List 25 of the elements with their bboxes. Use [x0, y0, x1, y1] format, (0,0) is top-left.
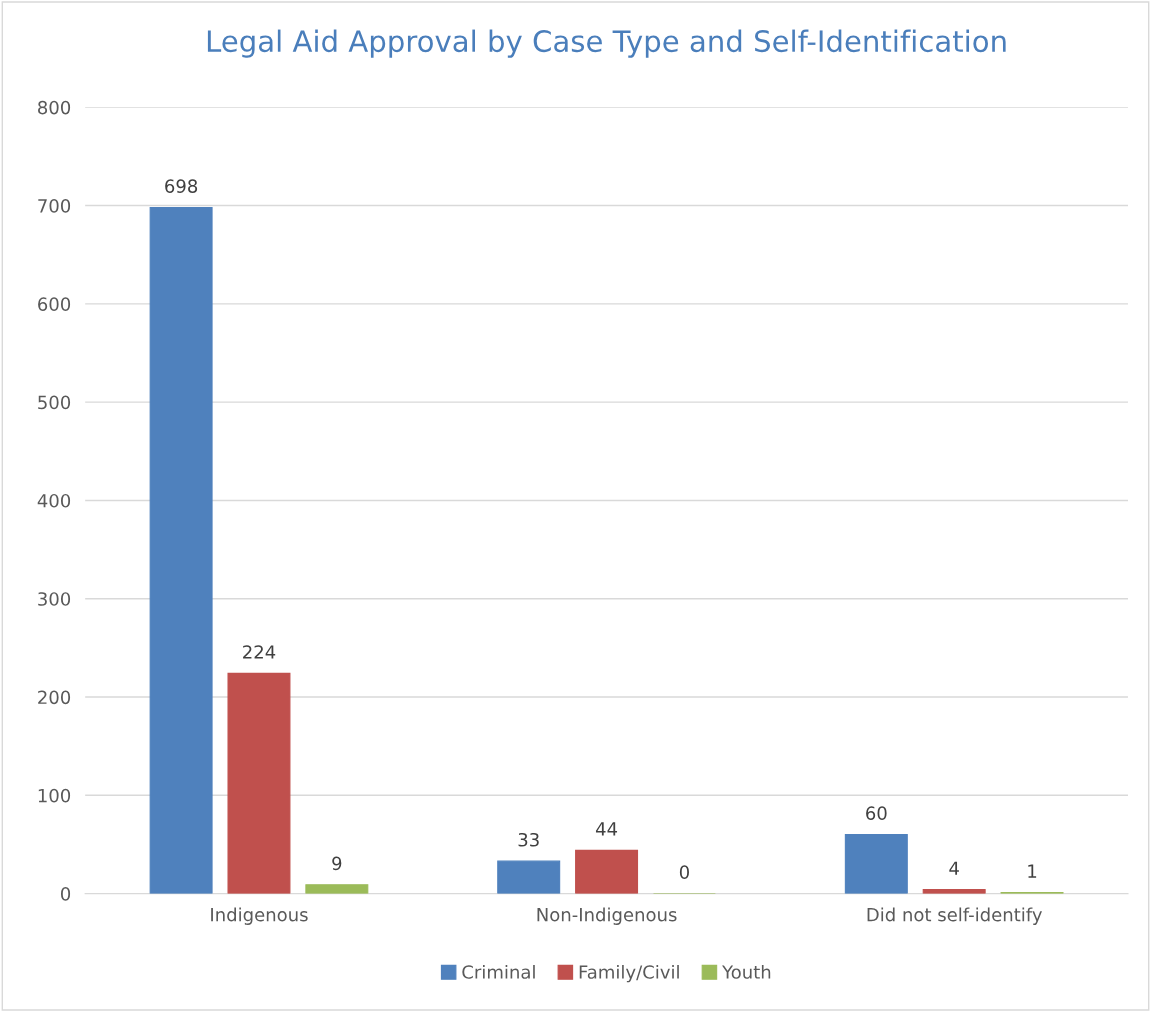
- data-label: 44: [595, 822, 618, 836]
- data-label: 4: [949, 861, 959, 875]
- chart-title: Legal Aid Approval by Case Type and Self-Identification: [207, 29, 1006, 58]
- x-tick-label: Non-Indigenous: [537, 907, 677, 925]
- y-tick-label: 300: [38, 592, 71, 606]
- legend-label: Family/Civil: [579, 964, 679, 983]
- legend-label: Criminal: [462, 964, 535, 979]
- x-tick-label: Indigenous: [211, 907, 308, 925]
- data-label: 60: [866, 806, 887, 821]
- data-label: 0: [679, 865, 689, 879]
- y-tick-label: 200: [38, 690, 71, 705]
- x-tick-label: Did not self-identify: [867, 907, 1042, 925]
- y-tick-label: 0: [60, 887, 71, 901]
- y-tick-label: 400: [37, 493, 71, 508]
- data-label: 9: [332, 856, 342, 871]
- y-tick-label: 600: [38, 297, 71, 311]
- y-tick-label: 800: [38, 100, 71, 115]
- y-tick-label: 500: [38, 395, 71, 410]
- legend-label: Youth: [722, 964, 771, 979]
- data-label: 1: [1028, 864, 1037, 878]
- data-label: 698: [165, 179, 198, 193]
- data-label: 33: [518, 832, 539, 847]
- data-label: 224: [243, 645, 276, 659]
- y-tick-label: 700: [38, 199, 71, 213]
- y-tick-label: 100: [38, 788, 71, 803]
